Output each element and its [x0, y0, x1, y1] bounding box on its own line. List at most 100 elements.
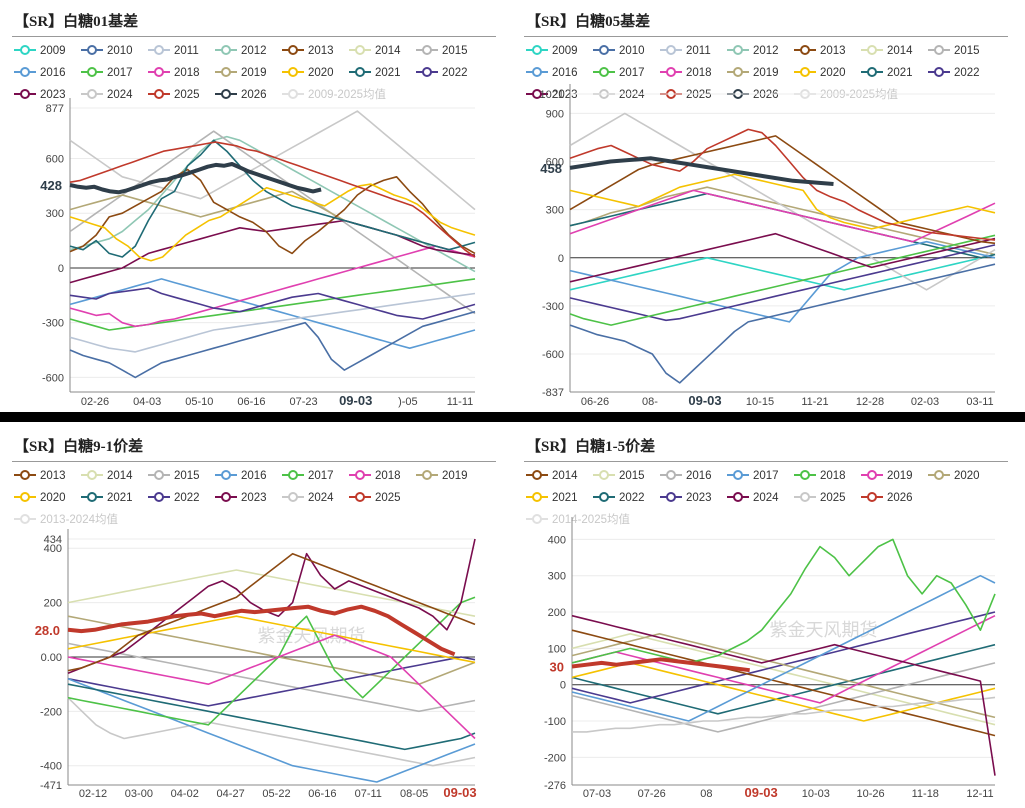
- legend-item-2019[interactable]: 2019: [727, 62, 794, 84]
- legend-item-2018[interactable]: 2018: [148, 62, 215, 84]
- legend-label: 2022: [442, 67, 468, 79]
- legend-label: 2012: [241, 45, 267, 57]
- chart-legend[interactable]: 2013 2014 2015 2016 2017 2018 2019 2020 2021 2022…: [14, 465, 494, 531]
- legend-label: 2021: [552, 492, 578, 504]
- legend-item-2020[interactable]: 2020: [282, 62, 349, 84]
- x-tick-label: 12-11: [966, 788, 993, 800]
- legend-item-2015[interactable]: 2015: [148, 465, 215, 487]
- legend-item-2025[interactable]: 2025: [349, 487, 416, 509]
- legend-label: 2023: [552, 89, 578, 101]
- legend-item-average[interactable]: 2009-2025均值: [282, 84, 482, 106]
- legend-item-2018[interactable]: 2018: [660, 62, 727, 84]
- legend-item-2025[interactable]: 2025: [148, 84, 215, 106]
- legend-item-2021[interactable]: 2021: [526, 487, 593, 509]
- y-tick-label: -837: [542, 387, 564, 399]
- legend-item-2024[interactable]: 2024: [81, 84, 148, 106]
- y-tick-label: -300: [42, 318, 64, 330]
- legend-item-average[interactable]: 2013-2024均值: [14, 509, 214, 531]
- legend-item-2013[interactable]: 2013: [282, 40, 349, 62]
- legend-item-2020[interactable]: 2020: [794, 62, 861, 84]
- x-tick-label: 02-26: [81, 396, 109, 408]
- legend-item-2012[interactable]: 2012: [727, 40, 794, 62]
- legend-label: 2013: [308, 45, 334, 57]
- legend-item-2018[interactable]: 2018: [794, 465, 861, 487]
- legend-item-2009[interactable]: 2009: [526, 40, 593, 62]
- legend-item-2022[interactable]: 2022: [928, 62, 995, 84]
- legend-swatch-icon: [282, 67, 304, 77]
- chart-legend[interactable]: 2009 2010 2011 2012 2013 2014 2015 2016 2017 2018…: [526, 40, 1006, 106]
- legend-label: 2020: [820, 67, 846, 79]
- legend-item-2021[interactable]: 2021: [349, 62, 416, 84]
- legend-label: 2015: [174, 470, 200, 482]
- legend-label: 2025: [375, 492, 401, 504]
- legend-item-2011[interactable]: 2011: [148, 40, 215, 62]
- legend-item-2014[interactable]: 2014: [81, 465, 148, 487]
- legend-item-2010[interactable]: 2010: [593, 40, 660, 62]
- series-line-2013: [67, 552, 476, 672]
- legend-item-2026[interactable]: 2026: [215, 84, 282, 106]
- legend-label: 2026: [241, 89, 267, 101]
- legend-item-2020[interactable]: 2020: [928, 465, 995, 487]
- legend-item-2022[interactable]: 2022: [148, 487, 215, 509]
- legend-item-2025[interactable]: 2025: [794, 487, 861, 509]
- legend-item-2023[interactable]: 2023: [526, 84, 593, 106]
- chart-title: 【SR】白糖05基差: [526, 14, 651, 30]
- legend-item-2019[interactable]: 2019: [861, 465, 928, 487]
- series-line-2023: [67, 538, 476, 675]
- legend-item-2009[interactable]: 2009: [14, 40, 81, 62]
- title-divider: [524, 36, 1008, 37]
- legend-item-2015[interactable]: 2015: [416, 40, 483, 62]
- legend-item-2015[interactable]: 2015: [928, 40, 995, 62]
- current-value-tag: 458: [540, 161, 562, 176]
- legend-item-2010[interactable]: 2010: [81, 40, 148, 62]
- legend-item-2019[interactable]: 2019: [215, 62, 282, 84]
- legend-item-2026[interactable]: 2026: [861, 487, 928, 509]
- legend-item-2016[interactable]: 2016: [215, 465, 282, 487]
- legend-item-2013[interactable]: 2013: [794, 40, 861, 62]
- legend-item-2014[interactable]: 2014: [526, 465, 593, 487]
- legend-swatch-icon: [593, 45, 615, 55]
- x-tick-label: 11-18: [912, 788, 939, 800]
- legend-item-2024[interactable]: 2024: [282, 487, 349, 509]
- legend-label: 2016: [686, 470, 712, 482]
- chart-legend[interactable]: 2014 2015 2016 2017 2018 2019 2020 2021 2022 2023…: [526, 465, 1006, 531]
- legend-item-2023[interactable]: 2023: [660, 487, 727, 509]
- legend-item-2017[interactable]: 2017: [81, 62, 148, 84]
- y-tick-label: -600: [42, 372, 64, 384]
- series-line-2011: [69, 292, 476, 353]
- legend-item-2018[interactable]: 2018: [349, 465, 416, 487]
- legend-item-2022[interactable]: 2022: [416, 62, 483, 84]
- legend-swatch-icon: [861, 470, 883, 480]
- y-tick-label: 400: [548, 534, 566, 546]
- chart-legend[interactable]: 2009 2010 2011 2012 2013 2014 2015 2016 2017 2018…: [14, 40, 494, 106]
- y-tick-label: 400: [44, 543, 62, 555]
- legend-item-2016[interactable]: 2016: [14, 62, 81, 84]
- legend-item-2012[interactable]: 2012: [215, 40, 282, 62]
- legend-swatch-icon: [593, 470, 615, 480]
- legend-item-2023[interactable]: 2023: [215, 487, 282, 509]
- legend-item-2016[interactable]: 2016: [660, 465, 727, 487]
- legend-item-2015[interactable]: 2015: [593, 465, 660, 487]
- series-line-2017: [569, 234, 996, 326]
- legend-item-2017[interactable]: 2017: [727, 465, 794, 487]
- legend-item-2020[interactable]: 2020: [14, 487, 81, 509]
- legend-label: 2010: [619, 45, 645, 57]
- legend-item-2016[interactable]: 2016: [526, 62, 593, 84]
- legend-item-2011[interactable]: 2011: [660, 40, 727, 62]
- legend-label: 2021: [887, 67, 913, 79]
- legend-item-2021[interactable]: 2021: [81, 487, 148, 509]
- legend-item-2019[interactable]: 2019: [416, 465, 483, 487]
- legend-item-2017[interactable]: 2017: [593, 62, 660, 84]
- legend-item-2023[interactable]: 2023: [14, 84, 81, 106]
- y-tick-label: -200: [40, 706, 62, 718]
- legend-item-2021[interactable]: 2021: [861, 62, 928, 84]
- legend-swatch-icon: [349, 470, 371, 480]
- legend-item-2022[interactable]: 2022: [593, 487, 660, 509]
- legend-item-2017[interactable]: 2017: [282, 465, 349, 487]
- legend-label: 2009-2025均值: [308, 89, 386, 101]
- legend-item-2014[interactable]: 2014: [861, 40, 928, 62]
- legend-label: 2026: [753, 89, 779, 101]
- legend-item-2024[interactable]: 2024: [727, 487, 794, 509]
- legend-item-2013[interactable]: 2013: [14, 465, 81, 487]
- legend-item-2014[interactable]: 2014: [349, 40, 416, 62]
